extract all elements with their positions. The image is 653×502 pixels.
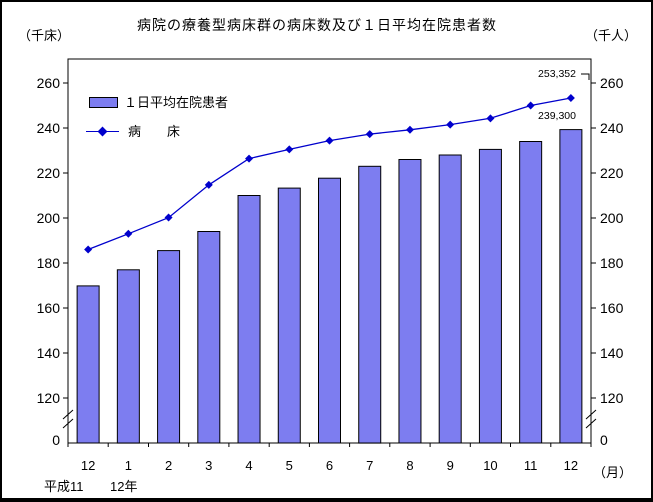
y-axis-tick-label-left: 140 [36, 345, 60, 361]
x-axis-month-label: 11 [523, 458, 538, 473]
right-axis-unit-label: （千人） [585, 28, 638, 43]
y-axis-tick-label-right: 160 [600, 300, 624, 316]
line-marker [245, 154, 254, 163]
x-axis-month-label: 12 [563, 458, 579, 473]
y-axis-tick-label-right: 200 [600, 210, 624, 226]
line-marker [566, 93, 575, 102]
x-axis-month-label: 7 [366, 458, 374, 473]
legend-bar-label: １日平均在院患者 [124, 95, 229, 110]
y-axis-tick-label-left: 220 [36, 165, 60, 181]
y-axis-tick-label-left: 180 [36, 255, 60, 271]
y-axis-tick-label-left: 200 [36, 210, 60, 226]
line-marker [325, 136, 334, 145]
bar [358, 165, 382, 444]
x-axis-month-label: 3 [205, 458, 213, 473]
chart-title: 病院の療養型病床群の病床数及び１日平均在院患者数 [137, 17, 497, 33]
line-marker [486, 114, 495, 123]
bar [116, 269, 140, 444]
annotation-leader [581, 73, 590, 80]
x-axis-month-label: 4 [245, 458, 253, 473]
line-marker [285, 145, 294, 154]
y-axis-tick-label-right: 140 [600, 345, 624, 361]
era-label-year12: 12年 [110, 479, 138, 494]
bar [237, 195, 261, 444]
x-axis-month-label: 8 [406, 458, 414, 473]
plot-border [67, 58, 592, 444]
line-marker [84, 245, 93, 254]
x-axis-month-label: 6 [325, 458, 334, 473]
line-marker [365, 130, 374, 139]
y-axis-tick-label-left: 260 [36, 75, 60, 91]
legend-item-beds: 病 床 [86, 124, 180, 139]
axis-break-icon [62, 418, 74, 429]
y-axis-tick-label-right: 260 [600, 75, 624, 91]
line-marker [526, 101, 535, 110]
bar [559, 129, 583, 444]
line-marker [204, 180, 213, 189]
y-axis-tick-label-right: 220 [600, 165, 624, 181]
bar [277, 187, 301, 444]
era-label-heisei11: 平成11 [44, 479, 84, 494]
y-axis-tick-label-left: 0 [52, 431, 60, 448]
bar [478, 148, 502, 444]
bar [76, 285, 100, 444]
bar [438, 154, 462, 444]
bar [318, 177, 341, 444]
diamond-marker-icon [97, 126, 108, 137]
month-unit-label: （月） [593, 465, 633, 480]
y-axis-tick-label-right: 180 [600, 255, 624, 271]
x-axis-month-label: 1 [124, 458, 132, 473]
line-marker [164, 213, 173, 222]
x-axis-month-label: 2 [164, 458, 173, 473]
line-marker [405, 125, 414, 134]
x-axis-month-label: 12 [80, 458, 96, 473]
left-axis-unit-label: （千床） [18, 28, 71, 43]
legend-item-patients: １日平均在院患者 [89, 95, 228, 110]
line-marker [124, 229, 133, 238]
beds-last-value-label: 253,352 [538, 68, 576, 80]
axis-break-icon [585, 409, 597, 420]
y-axis-tick-label-left: 240 [36, 120, 60, 136]
y-axis-tick-label-right: 240 [600, 120, 624, 136]
legend-line-label: 病 床 [128, 124, 181, 139]
axis-break-icon [585, 418, 597, 429]
x-axis-month-label: 9 [446, 458, 454, 473]
bar [157, 250, 181, 444]
patients-last-value-label: 239,300 [538, 110, 576, 122]
bar [398, 159, 422, 444]
axis-break-icon [62, 409, 74, 420]
y-axis-tick-label-right: 0 [600, 431, 608, 448]
legend-bar-swatch-icon [89, 97, 118, 108]
y-axis-tick-label-left: 160 [36, 300, 60, 316]
line-marker [446, 120, 455, 129]
x-axis-month-label: 10 [483, 458, 498, 473]
y-axis-tick-label-left: 120 [36, 390, 60, 406]
bar [519, 141, 543, 444]
legend-line-swatch-icon [86, 124, 119, 139]
y-axis-tick-label-right: 120 [600, 390, 624, 406]
x-axis-month-label: 5 [285, 458, 293, 473]
bar [197, 231, 221, 444]
